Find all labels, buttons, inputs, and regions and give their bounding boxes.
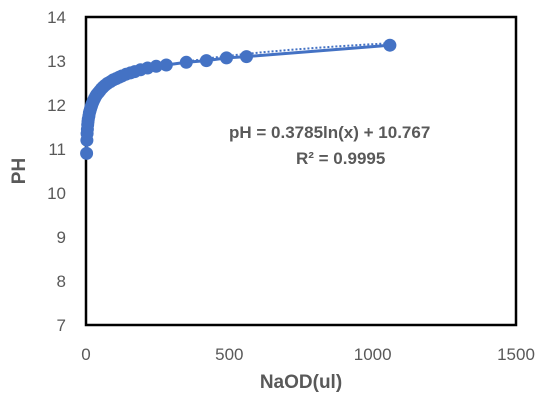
- y-tick-label: 12: [47, 96, 66, 115]
- data-point: [383, 38, 397, 52]
- y-axis-title: PH: [9, 158, 30, 184]
- y-tick-label: 7: [57, 316, 66, 335]
- data-point: [220, 51, 233, 65]
- x-axis-ticks: 0 500 1000 1500: [81, 345, 535, 364]
- y-tick-label: 11: [48, 140, 66, 159]
- y-tick-label: 9: [57, 228, 66, 247]
- x-tick-label: 1500: [497, 345, 535, 364]
- y-tick-label: 10: [47, 184, 66, 203]
- data-point: [149, 59, 163, 73]
- data-points: [80, 38, 397, 160]
- data-point: [80, 146, 94, 160]
- data-point: [240, 50, 253, 64]
- data-point: [179, 55, 193, 69]
- x-tick-label: 0: [81, 345, 90, 364]
- x-tick-label: 500: [215, 345, 243, 364]
- trendline-equation: pH = 0.3785ln(x) + 10.767: [229, 123, 430, 142]
- plot-area-frame: [84, 15, 518, 327]
- data-point: [159, 58, 173, 72]
- y-tick-label: 13: [47, 52, 66, 71]
- r-squared-label: R² = 0.9995: [296, 149, 385, 168]
- x-axis-title: NaOD(ul): [260, 372, 342, 393]
- data-point: [199, 54, 213, 68]
- y-tick-label: 8: [57, 272, 66, 291]
- y-axis-ticks: 7 8 9 10 11 12 13 14: [47, 8, 66, 335]
- y-tick-label: 14: [47, 8, 66, 27]
- x-tick-label: 1000: [354, 345, 392, 364]
